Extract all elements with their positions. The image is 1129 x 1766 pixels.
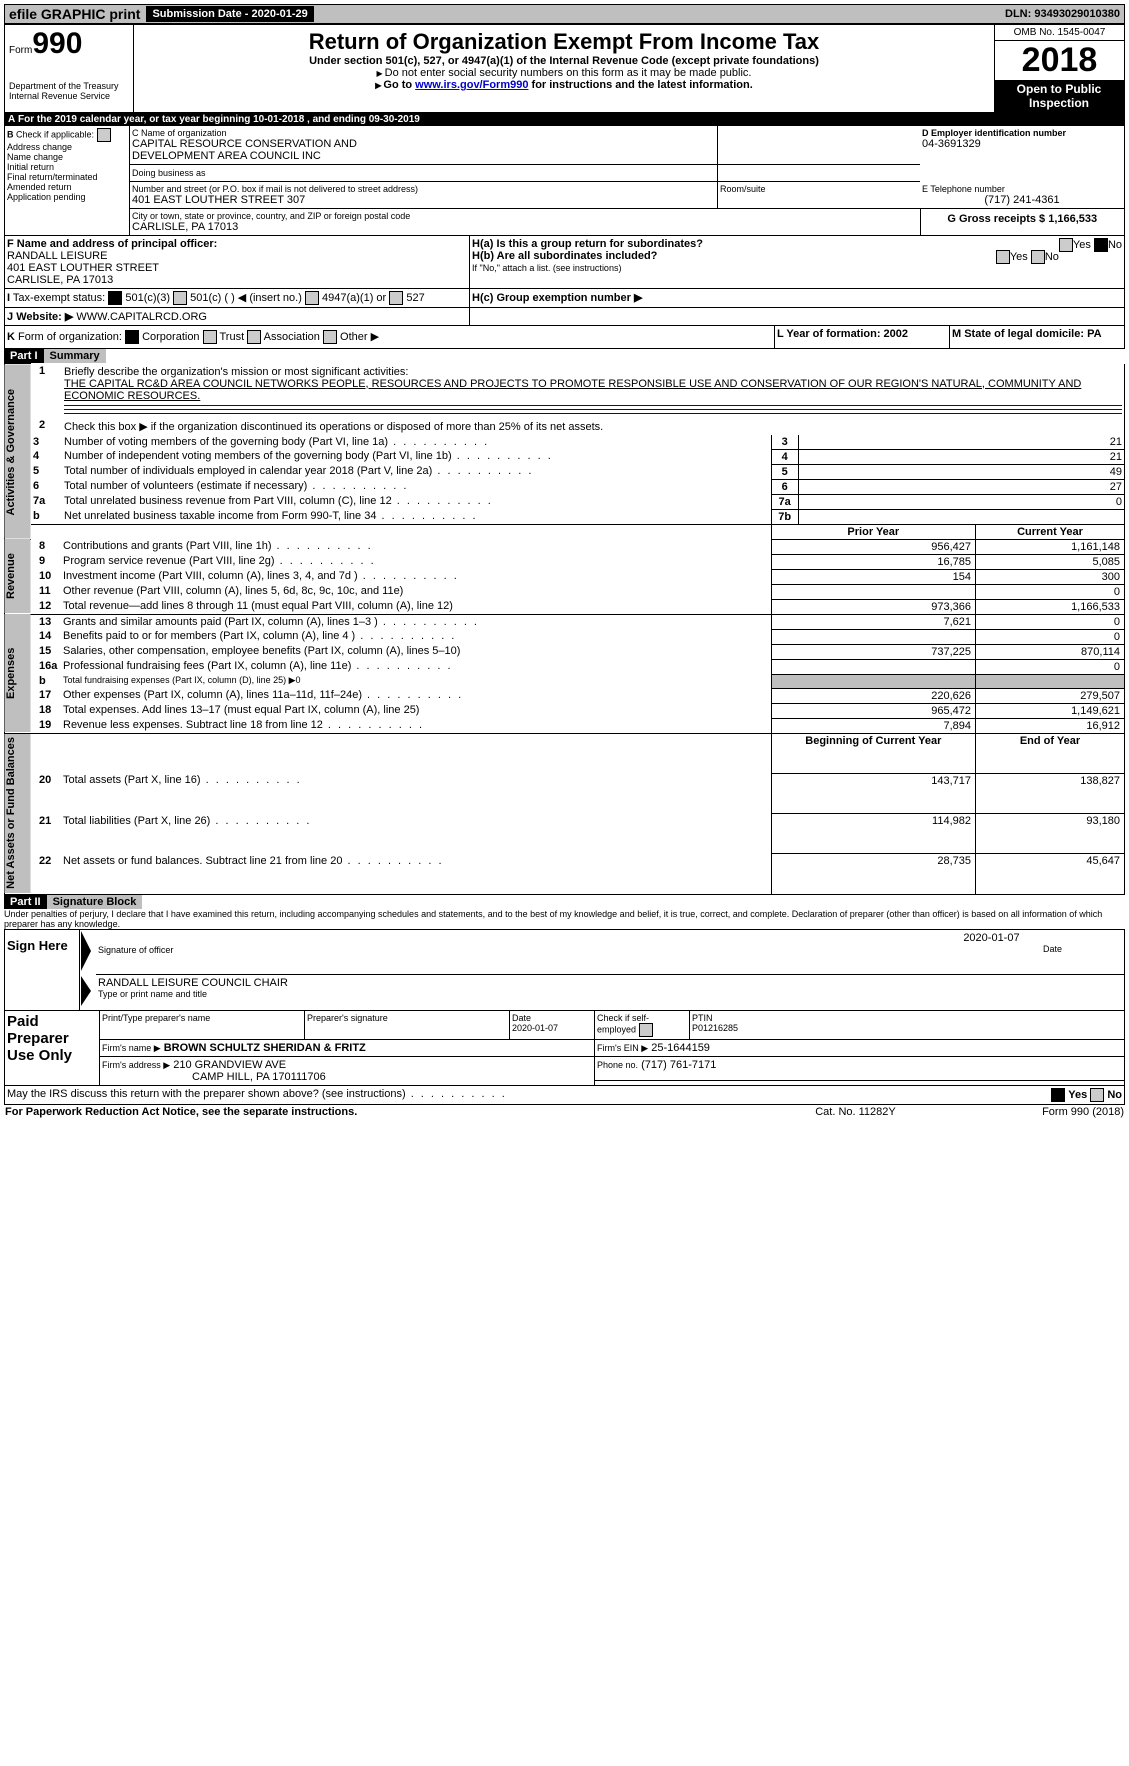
line-l: L Year of formation: 2002 (777, 328, 908, 340)
box-d-label: D Employer identification number (922, 128, 1066, 138)
org-address: 401 EAST LOUTHER STREET 307 (132, 194, 715, 206)
form-word: Form (9, 45, 32, 56)
summary-table: Activities & Governance 1 Briefly descri… (4, 363, 1125, 894)
paid-preparer-block: Paid Preparer Use Only Print/Type prepar… (4, 1011, 1125, 1086)
topbar: efile GRAPHIC print Submission Date - 20… (4, 4, 1125, 24)
irs-link[interactable]: www.irs.gov/Form990 (415, 79, 528, 91)
open-to-public: Open to Public Inspection (994, 80, 1124, 112)
ha: H(a) Is this a group return for subordin… (472, 238, 703, 250)
line-i: Tax-exempt status: (13, 292, 105, 304)
omb-no: OMB No. 1545-0047 (994, 25, 1124, 41)
efile-label: efile GRAPHIC print (9, 6, 140, 22)
box-g: G Gross receipts $ 1,166,533 (947, 213, 1097, 225)
mission: THE CAPITAL RC&D AREA COUNCIL NETWORKS P… (64, 378, 1081, 402)
sign-here: Sign Here (5, 929, 80, 1010)
org-city: CARLISLE, PA 17013 (132, 221, 918, 233)
fhi-block: F Name and address of principal officer:… (4, 236, 1125, 289)
dln: DLN: 93493029010380 (1005, 8, 1120, 20)
note-goto-b: for instructions and the latest informat… (528, 79, 752, 91)
box-e-label: E Telephone number (922, 184, 1122, 194)
form-subtitle: Under section 501(c), 527, or 4947(a)(1)… (138, 55, 990, 67)
phone: (717) 241-4361 (922, 194, 1122, 206)
part-ii-header: Part IISignature Block (4, 895, 1125, 909)
submission-date: Submission Date - 2020-01-29 (146, 6, 313, 22)
header-block: Form990 Department of the Treasury Inter… (4, 24, 1125, 113)
line-k: Form of organization: (18, 331, 122, 343)
side-rev: Revenue (5, 539, 32, 614)
dba-label: Doing business as (132, 168, 206, 178)
line-m: M State of legal domicile: PA (952, 328, 1102, 340)
side-net: Net Assets or Fund Balances (5, 733, 32, 894)
side-gov: Activities & Governance (5, 364, 32, 540)
box-b-label: Check if applicable: (16, 129, 94, 139)
discuss-line: May the IRS discuss this return with the… (4, 1086, 1125, 1105)
note-ssn: Do not enter social security numbers on … (385, 67, 752, 79)
form-title: Return of Organization Exempt From Incom… (138, 29, 990, 55)
footer-line: For Paperwork Reduction Act Notice, see … (4, 1105, 1125, 1119)
paid-preparer-label: Paid Preparer Use Only (5, 1011, 100, 1086)
perjury-text: Under penalties of perjury, I declare th… (4, 909, 1125, 929)
line-j-label: Website: ▶ (16, 311, 73, 323)
hc: H(c) Group exemption number ▶ (472, 292, 642, 304)
note-goto-a: Go to (383, 79, 415, 91)
side-exp: Expenses (5, 614, 32, 733)
period-line: A For the 2019 calendar year, or tax yea… (4, 113, 1125, 126)
hb: H(b) Are all subordinates included? (472, 250, 657, 262)
irs-line: Internal Revenue Service (9, 91, 129, 101)
sign-here-block: Sign Here 2020-01-07 Signature of office… (4, 929, 1125, 1011)
box-c-label: C Name of organization (132, 128, 715, 138)
klm-block: K Form of organization: ✔ Corporation Tr… (4, 326, 1125, 349)
ein: 04-3691329 (922, 138, 1122, 150)
ijk-block: I Tax-exempt status: ✔ 501(c)(3) 501(c) … (4, 289, 1125, 326)
website: WWW.CAPITALRCD.ORG (76, 311, 207, 323)
form-990: 990 (32, 27, 82, 60)
tax-year: 2018 (994, 41, 1124, 80)
dept-line: Department of the Treasury (9, 81, 129, 91)
entity-block: B Check if applicable: Address change Na… (4, 126, 1125, 236)
part-i-header: Part ISummary (4, 349, 1125, 363)
box-f-label: F Name and address of principal officer: (7, 238, 217, 250)
